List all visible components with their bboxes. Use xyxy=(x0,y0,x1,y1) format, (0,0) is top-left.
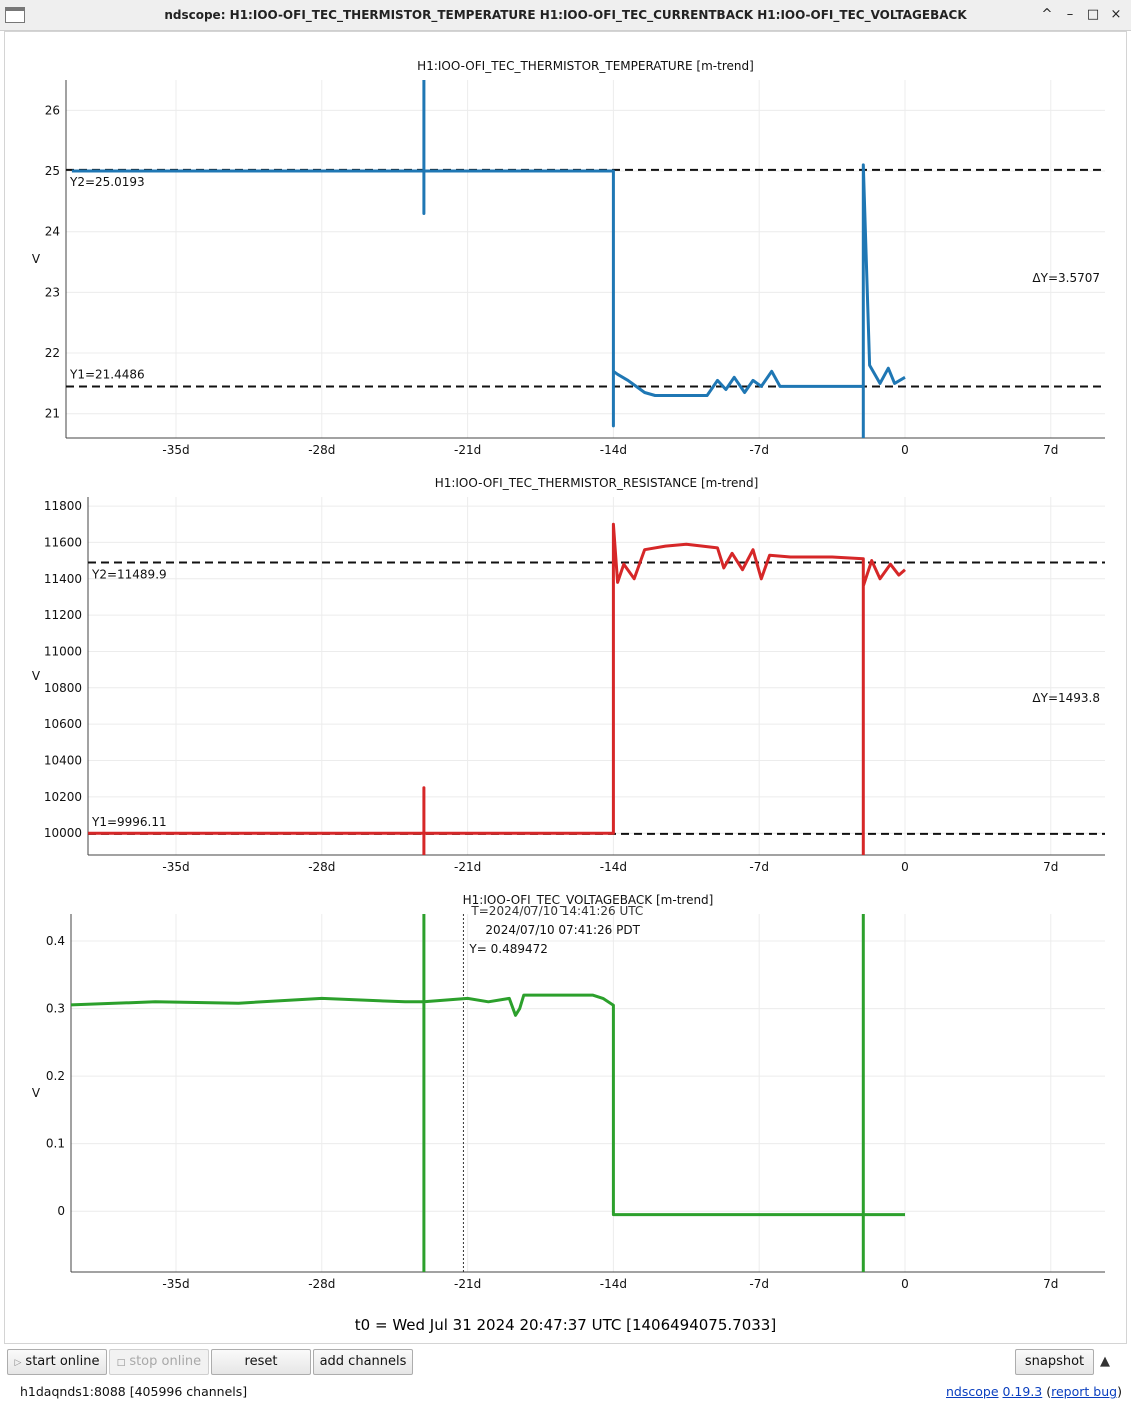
expand-arrow-icon[interactable]: ▲ xyxy=(1100,1354,1110,1369)
plot-title: H1:IOO-OFI_TEC_THERMISTOR_TEMPERATURE [m… xyxy=(417,59,754,73)
nds-server-status: h1daqnds1:8088 [405996 channels] xyxy=(20,1384,248,1399)
t0-label: t0 = Wed Jul 31 2024 20:47:37 UTC [14064… xyxy=(354,1316,777,1334)
y-axis-label: V xyxy=(32,1086,41,1100)
y-axis-label: V xyxy=(32,669,41,683)
play-icon: ▷ xyxy=(14,1358,22,1368)
cursor-y1-label: Y1=9996.11 xyxy=(91,815,167,829)
y-tick-label: 10400 xyxy=(44,754,82,768)
add-channels-button[interactable]: add channels xyxy=(313,1349,413,1375)
y-tick-label: 21 xyxy=(45,407,60,421)
ndscope-link[interactable]: ndscope xyxy=(946,1384,999,1399)
y-tick-label: 10000 xyxy=(44,826,82,840)
x-tick-label: 7d xyxy=(1043,443,1058,457)
window-title: ndscope: H1:IOO-OFI_TEC_THERMISTOR_TEMPE… xyxy=(164,8,967,22)
maximize-button[interactable]: □ xyxy=(1086,7,1100,22)
x-tick-label: 0 xyxy=(901,443,909,457)
y-tick-label: 11800 xyxy=(44,499,82,513)
x-tick-label: -14d xyxy=(600,860,627,874)
y-tick-label: 24 xyxy=(45,225,60,239)
report-bug-link[interactable]: report bug xyxy=(1051,1384,1118,1399)
x-tick-label: -21d xyxy=(454,1277,481,1291)
x-tick-label: -35d xyxy=(162,860,189,874)
x-tick-label: -14d xyxy=(600,443,627,457)
cursor-y2-label: Y2=25.0193 xyxy=(69,175,145,189)
cursor-y-value-label: Y= 0.489472 xyxy=(468,942,547,956)
x-tick-label: 7d xyxy=(1043,860,1058,874)
x-tick-label: -28d xyxy=(308,1277,335,1291)
x-tick-label: -7d xyxy=(749,860,769,874)
x-tick-label: 7d xyxy=(1043,1277,1058,1291)
delta-y-label: ΔY=1493.8 xyxy=(1032,691,1100,705)
y-tick-label: 0 xyxy=(57,1204,65,1218)
y-tick-label: 23 xyxy=(45,285,60,299)
window-titlebar: ndscope: H1:IOO-OFI_TEC_THERMISTOR_TEMPE… xyxy=(0,0,1131,31)
snapshot-button[interactable]: snapshot xyxy=(1015,1349,1094,1375)
cursor-t-local-label: 2024/07/10 07:41:26 PDT xyxy=(485,923,640,937)
x-tick-label: 0 xyxy=(901,860,909,874)
y-tick-label: 11000 xyxy=(44,644,82,658)
x-tick-label: -14d xyxy=(600,1277,627,1291)
minimize-button[interactable]: – xyxy=(1066,7,1074,22)
series-line xyxy=(71,80,906,438)
y-tick-label: 0.2 xyxy=(46,1069,65,1083)
x-tick-label: -35d xyxy=(162,1277,189,1291)
start-online-button[interactable]: ▷ start online xyxy=(7,1349,107,1375)
cursor-y1-label: Y1=21.4486 xyxy=(69,368,145,382)
delta-y-label: ΔY=3.5707 xyxy=(1032,271,1100,285)
y-tick-label: 26 xyxy=(45,103,60,117)
y-tick-label: 0.1 xyxy=(46,1137,65,1151)
y-tick-label: 11600 xyxy=(44,535,82,549)
version-link[interactable]: 0.19.3 xyxy=(1002,1384,1043,1399)
y-tick-label: 10800 xyxy=(44,681,82,695)
y-tick-label: 0.3 xyxy=(46,1002,65,1016)
x-tick-label: -7d xyxy=(749,443,769,457)
x-tick-label: -35d xyxy=(162,443,189,457)
cursor-t-utc-label: T=2024/07/10 14:41:26 UTC xyxy=(470,904,643,918)
stop-icon: □ xyxy=(116,1358,126,1368)
y-tick-label: 10600 xyxy=(44,717,82,731)
cursor-y2-label: Y2=11489.9 xyxy=(91,567,167,581)
y-tick-label: 11400 xyxy=(44,572,82,586)
y-tick-label: 11200 xyxy=(44,608,82,622)
y-tick-label: 0.4 xyxy=(46,934,65,948)
y-axis-label: V xyxy=(32,252,41,266)
x-tick-label: -21d xyxy=(454,443,481,457)
series-line xyxy=(88,522,906,855)
x-tick-label: 0 xyxy=(901,1277,909,1291)
reset-button[interactable]: reset xyxy=(211,1349,311,1375)
y-tick-label: 10200 xyxy=(44,790,82,804)
x-tick-label: -28d xyxy=(308,443,335,457)
x-tick-label: -21d xyxy=(454,860,481,874)
plot-title: H1:IOO-OFI_TEC_VOLTAGEBACK [m-trend] xyxy=(463,893,714,907)
x-tick-label: -28d xyxy=(308,860,335,874)
shade-icon[interactable]: ^ xyxy=(1041,7,1053,22)
app-window-icon[interactable] xyxy=(5,7,25,23)
series-line xyxy=(71,914,905,1272)
stop-online-button[interactable]: □ stop online xyxy=(109,1349,209,1375)
close-button[interactable]: × xyxy=(1110,7,1122,22)
y-tick-label: 25 xyxy=(45,164,60,178)
y-tick-label: 22 xyxy=(45,346,60,360)
version-info: ndscope 0.19.3 (report bug) xyxy=(946,1384,1122,1399)
plot-title: H1:IOO-OFI_TEC_THERMISTOR_RESISTANCE [m-… xyxy=(435,476,759,490)
x-tick-label: -7d xyxy=(749,1277,769,1291)
